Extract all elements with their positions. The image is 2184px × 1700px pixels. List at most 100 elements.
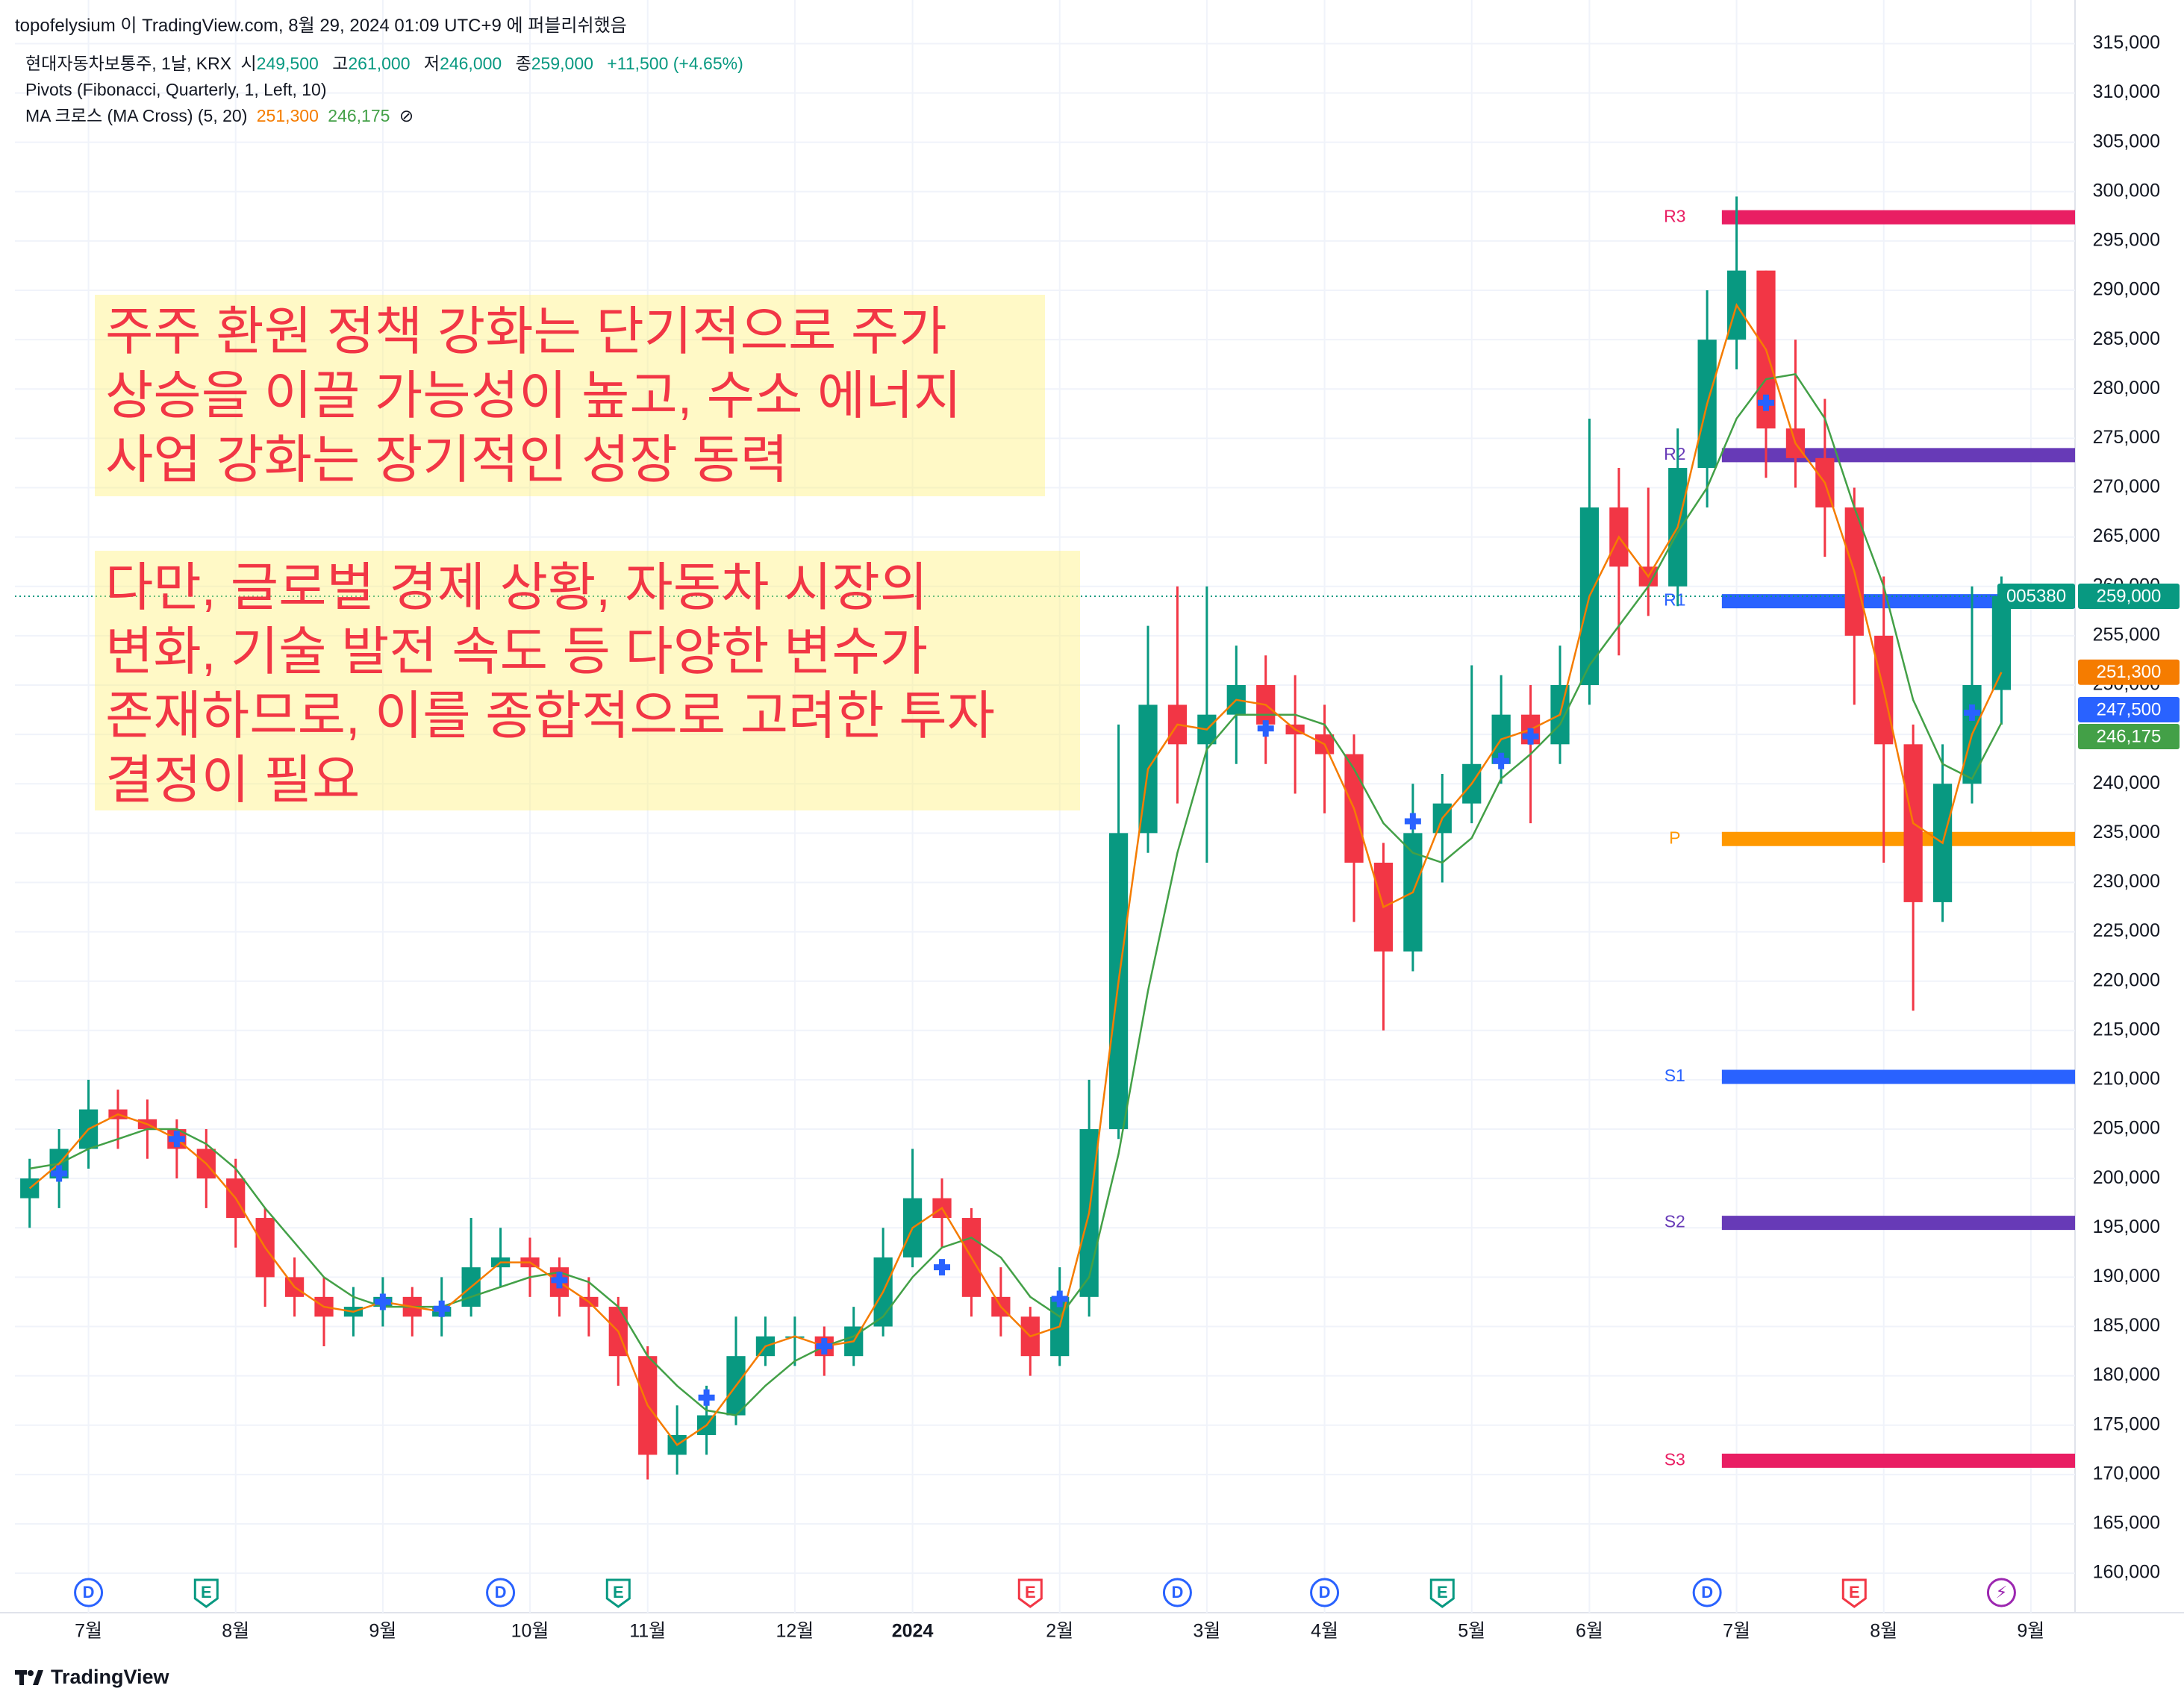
event-badge: [1017, 1578, 1043, 1608]
y-tick-label: 165,000: [2093, 1513, 2160, 1534]
ohlc: 종259,000: [516, 54, 598, 73]
event-badge: [1986, 1578, 2016, 1607]
pivot-label: P: [1669, 828, 1680, 847]
ohlc: 저246,000: [424, 54, 506, 73]
y-tick-label: 185,000: [2093, 1315, 2160, 1336]
event-label: E: [1849, 1583, 1860, 1601]
event-label: E: [613, 1583, 624, 1601]
publish-header: topofelysium 이 TradingView.com, 8월 29, 2…: [15, 16, 627, 36]
ma-cross-marker: [1257, 720, 1274, 737]
legend-row: MA 크로스 (MA Cross) (5, 20) 251,300 246,17…: [25, 103, 748, 129]
x-tick-label: 3월: [1193, 1621, 1220, 1642]
y-tick-label: 240,000: [2093, 772, 2160, 793]
ma-cross-marker: [1493, 752, 1510, 769]
pivot-label: S1: [1664, 1066, 1685, 1085]
price-tag: [2078, 697, 2180, 723]
ma-cross-marker: [698, 1389, 715, 1406]
ma-slow-value: 246,175: [328, 106, 390, 125]
brand: TradingView: [15, 1666, 169, 1689]
x-tick-label: 12월: [776, 1621, 814, 1642]
x-tick-label: 7월: [75, 1621, 102, 1642]
pivots-title: Pivots (Fibonacci, Quarterly, 1, Left, 1…: [25, 80, 327, 99]
brand-logo: [15, 1669, 43, 1685]
price-tag: [2078, 583, 2180, 609]
x-tick-label: 5월: [1458, 1621, 1485, 1642]
price-tag-label: 251,300: [2097, 662, 2162, 682]
ma-cross-marker: [934, 1259, 950, 1276]
annotation-box: 주주 환원 정책 강화는 단기적으로 주가 상승을 이끌 가능성이 높고, 수소…: [95, 295, 1045, 496]
event-badge: [1429, 1578, 1455, 1608]
y-tick-label: 285,000: [2093, 328, 2160, 349]
pivot-label: R1: [1664, 590, 1685, 610]
y-tick-label: 170,000: [2093, 1463, 2160, 1484]
ohlc-value: 259,000: [531, 54, 593, 73]
symbol-tag: [1997, 583, 2075, 609]
y-tick-label: 215,000: [2093, 1019, 2160, 1040]
price-tag: [2078, 659, 2180, 685]
event-label: D: [1171, 1583, 1183, 1601]
ohlc-key: 저: [423, 54, 440, 73]
event-badge: [1162, 1578, 1192, 1607]
ma-icon: ⊘: [399, 106, 414, 125]
y-tick-label: 160,000: [2093, 1562, 2160, 1583]
y-tick-label: 305,000: [2093, 131, 2160, 151]
price-tag-label: 247,500: [2097, 699, 2162, 719]
event-badge: [1841, 1578, 1867, 1608]
y-tick-label: 315,000: [2093, 32, 2160, 53]
pivot-label: R2: [1664, 444, 1685, 463]
event-badge: [193, 1578, 219, 1608]
x-tick-label: 9월: [369, 1621, 396, 1642]
pivot-label: S2: [1664, 1212, 1685, 1231]
price-tag: [2078, 724, 2180, 750]
y-tick-label: 290,000: [2093, 279, 2160, 300]
annotation-line: 상승을 이끌 가능성이 높고, 수소 에너지: [105, 366, 962, 425]
annotation-line: 존재하므로, 이를 종합적으로 고려한 투자: [105, 687, 996, 745]
y-tick-label: 275,000: [2093, 427, 2160, 448]
price-tag-label: 259,000: [2097, 586, 2162, 606]
x-tick-label: 4월: [1311, 1621, 1338, 1642]
event-badge: [1310, 1578, 1340, 1607]
ma-cross-marker: [433, 1300, 450, 1317]
marks: R3 R2 R1 P S1 S2 S3 D E D E E D D E D E ⚡: [15, 196, 2075, 1608]
brand-text: TradingView: [51, 1666, 169, 1688]
legend: 현대자동차보통주, 1날, KRX 시249,500 고261,000 저246…: [25, 51, 748, 129]
change: +11,500 (+4.65%): [607, 54, 743, 73]
y-tick-label: 280,000: [2093, 378, 2160, 399]
event-label: D: [1701, 1583, 1713, 1601]
y-tick-label: 210,000: [2093, 1069, 2160, 1090]
ohlc-key: 시: [240, 54, 257, 73]
event-label: D: [495, 1583, 507, 1601]
annotation-line: 주주 환원 정책 강화는 단기적으로 주가: [105, 302, 947, 360]
ma-cross-marker: [1758, 394, 1774, 411]
x-tick-label: 2024: [892, 1621, 934, 1642]
y-tick-label: 195,000: [2093, 1216, 2160, 1237]
event-label: ⚡: [1996, 1583, 2007, 1601]
y-tick-label: 235,000: [2093, 822, 2160, 843]
y-tick-label: 265,000: [2093, 525, 2160, 546]
x-tick-label: 7월: [1723, 1621, 1750, 1642]
ohlc: 고261,000: [332, 54, 414, 73]
grid: [15, 0, 2075, 1613]
annotation-line: 다만, 글로벌 경제 상황, 자동차 시장의: [105, 558, 929, 616]
y-tick-label: 175,000: [2093, 1413, 2160, 1434]
y-tick-label: 205,000: [2093, 1118, 2160, 1139]
event-label: E: [1437, 1583, 1448, 1601]
ma-cross-marker: [51, 1165, 68, 1182]
event-label: D: [83, 1583, 95, 1601]
y-tick-label: 190,000: [2093, 1266, 2160, 1287]
ma-fast-value: 251,300: [256, 106, 319, 125]
y-tick-label: 225,000: [2093, 920, 2160, 941]
ohlc-key: 종: [515, 54, 531, 73]
ma-fast-line: [28, 302, 2003, 1446]
ohlc-value: 246,000: [440, 54, 502, 73]
x-tick-label: 11월: [629, 1621, 666, 1642]
ma-title: MA 크로스 (MA Cross) (5, 20): [25, 106, 248, 125]
ohlc: 시249,500: [240, 54, 322, 73]
annotation-line: 변화, 기술 발전 속도 등 다양한 변수가: [105, 622, 929, 681]
event-badge: [486, 1578, 516, 1607]
x-tick-label: 6월: [1576, 1621, 1603, 1642]
event-badge: [605, 1578, 631, 1608]
event-label: D: [1319, 1583, 1331, 1601]
ma-cross-marker: [1404, 813, 1421, 830]
